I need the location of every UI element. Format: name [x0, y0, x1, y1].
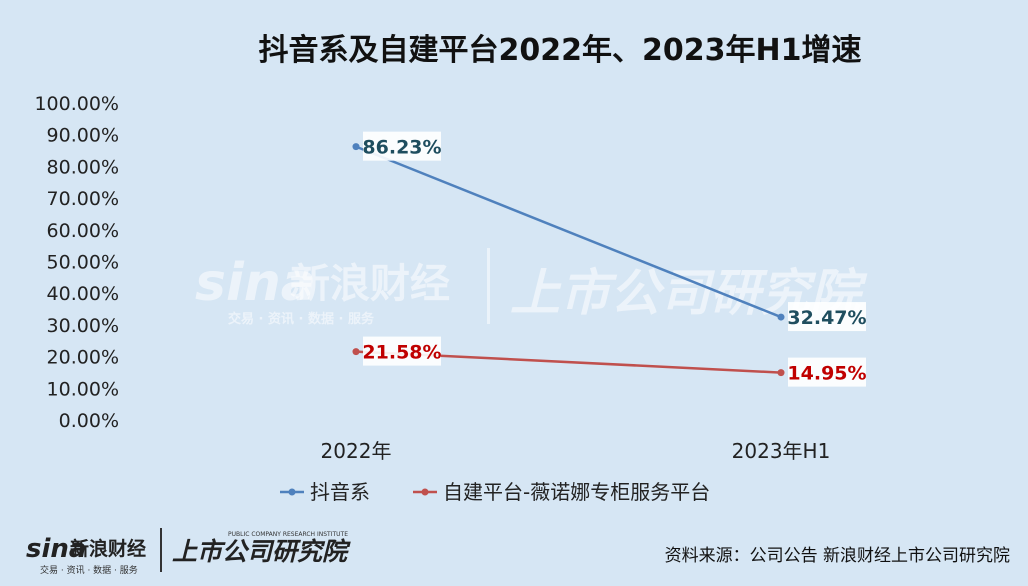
logo-institute: 上市公司研究院: [172, 537, 351, 566]
y-tick-label: 0.00%: [59, 410, 119, 432]
data-label-bg: [363, 131, 441, 161]
watermark-brand: sina: [195, 253, 316, 313]
data-label-bg: [788, 302, 866, 332]
y-tick-label: 70.00%: [47, 188, 119, 210]
watermark-brand-cn: 新浪财经: [290, 261, 450, 307]
series-point: [352, 143, 360, 151]
series-layer: 86.23% 32.47% 21.58% 14.95%: [352, 131, 867, 387]
logo-tagline: 交易 · 资讯 · 数据 · 服务: [40, 564, 138, 576]
y-tick-label: 30.00%: [47, 315, 119, 337]
sina-logo: sina 新浪财经 交易 · 资讯 · 数据 · 服务 PUBLIC COMPA…: [26, 528, 351, 576]
series-line: [355, 145, 782, 319]
chart-title: 抖音系及自建平台2022年、2023年H1增速: [259, 33, 862, 68]
data-label: 14.95%: [787, 363, 866, 385]
y-tick-label: 90.00%: [47, 125, 119, 147]
x-axis: 2022年 2023年H1: [321, 439, 831, 463]
y-tick-label: 100.00%: [34, 93, 119, 115]
logo-brand: sina: [26, 534, 86, 564]
watermark: sina 新浪财经 交易 · 资讯 · 数据 · 服务 上市公司研究院: [195, 248, 868, 327]
y-tick-label: 20.00%: [47, 347, 119, 369]
x-category-label: 2023年H1: [732, 439, 831, 463]
data-label: 86.23%: [362, 137, 441, 159]
series-point: [777, 313, 785, 321]
data-label-bg: [788, 357, 866, 387]
y-tick-label: 80.00%: [47, 156, 119, 178]
data-label-bg: [363, 336, 441, 366]
y-tick-label: 40.00%: [47, 283, 119, 305]
series-point: [352, 348, 360, 356]
y-axis: 0.00% 10.00% 20.00% 30.00% 40.00% 50.00% 60.00…: [34, 93, 119, 432]
y-tick-label: 10.00%: [47, 378, 119, 400]
legend-label: 抖音系: [310, 480, 370, 504]
y-tick-label: 60.00%: [47, 220, 119, 242]
legend-marker: [421, 488, 429, 496]
y-tick-label: 50.00%: [47, 252, 119, 274]
x-category-label: 2022年: [321, 439, 392, 463]
logo-institute-en: PUBLIC COMPANY RESEARCH INSTITUTE: [228, 531, 348, 538]
legend: 抖音系 自建平台-薇诺娜专柜服务平台: [280, 480, 710, 504]
legend-marker: [288, 488, 296, 496]
data-label: 21.58%: [362, 342, 441, 364]
logo-divider: [160, 528, 162, 572]
data-label: 32.47%: [787, 307, 866, 329]
watermark-divider: [487, 248, 490, 324]
legend-label: 自建平台-薇诺娜专柜服务平台: [443, 480, 710, 504]
watermark-tagline: 交易 · 资讯 · 数据 · 服务: [228, 311, 375, 327]
logo-brand-cn: 新浪财经: [70, 537, 146, 560]
series-point: [777, 369, 785, 377]
source-note: 资料来源：公司公告 新浪财经上市公司研究院: [665, 546, 1010, 566]
